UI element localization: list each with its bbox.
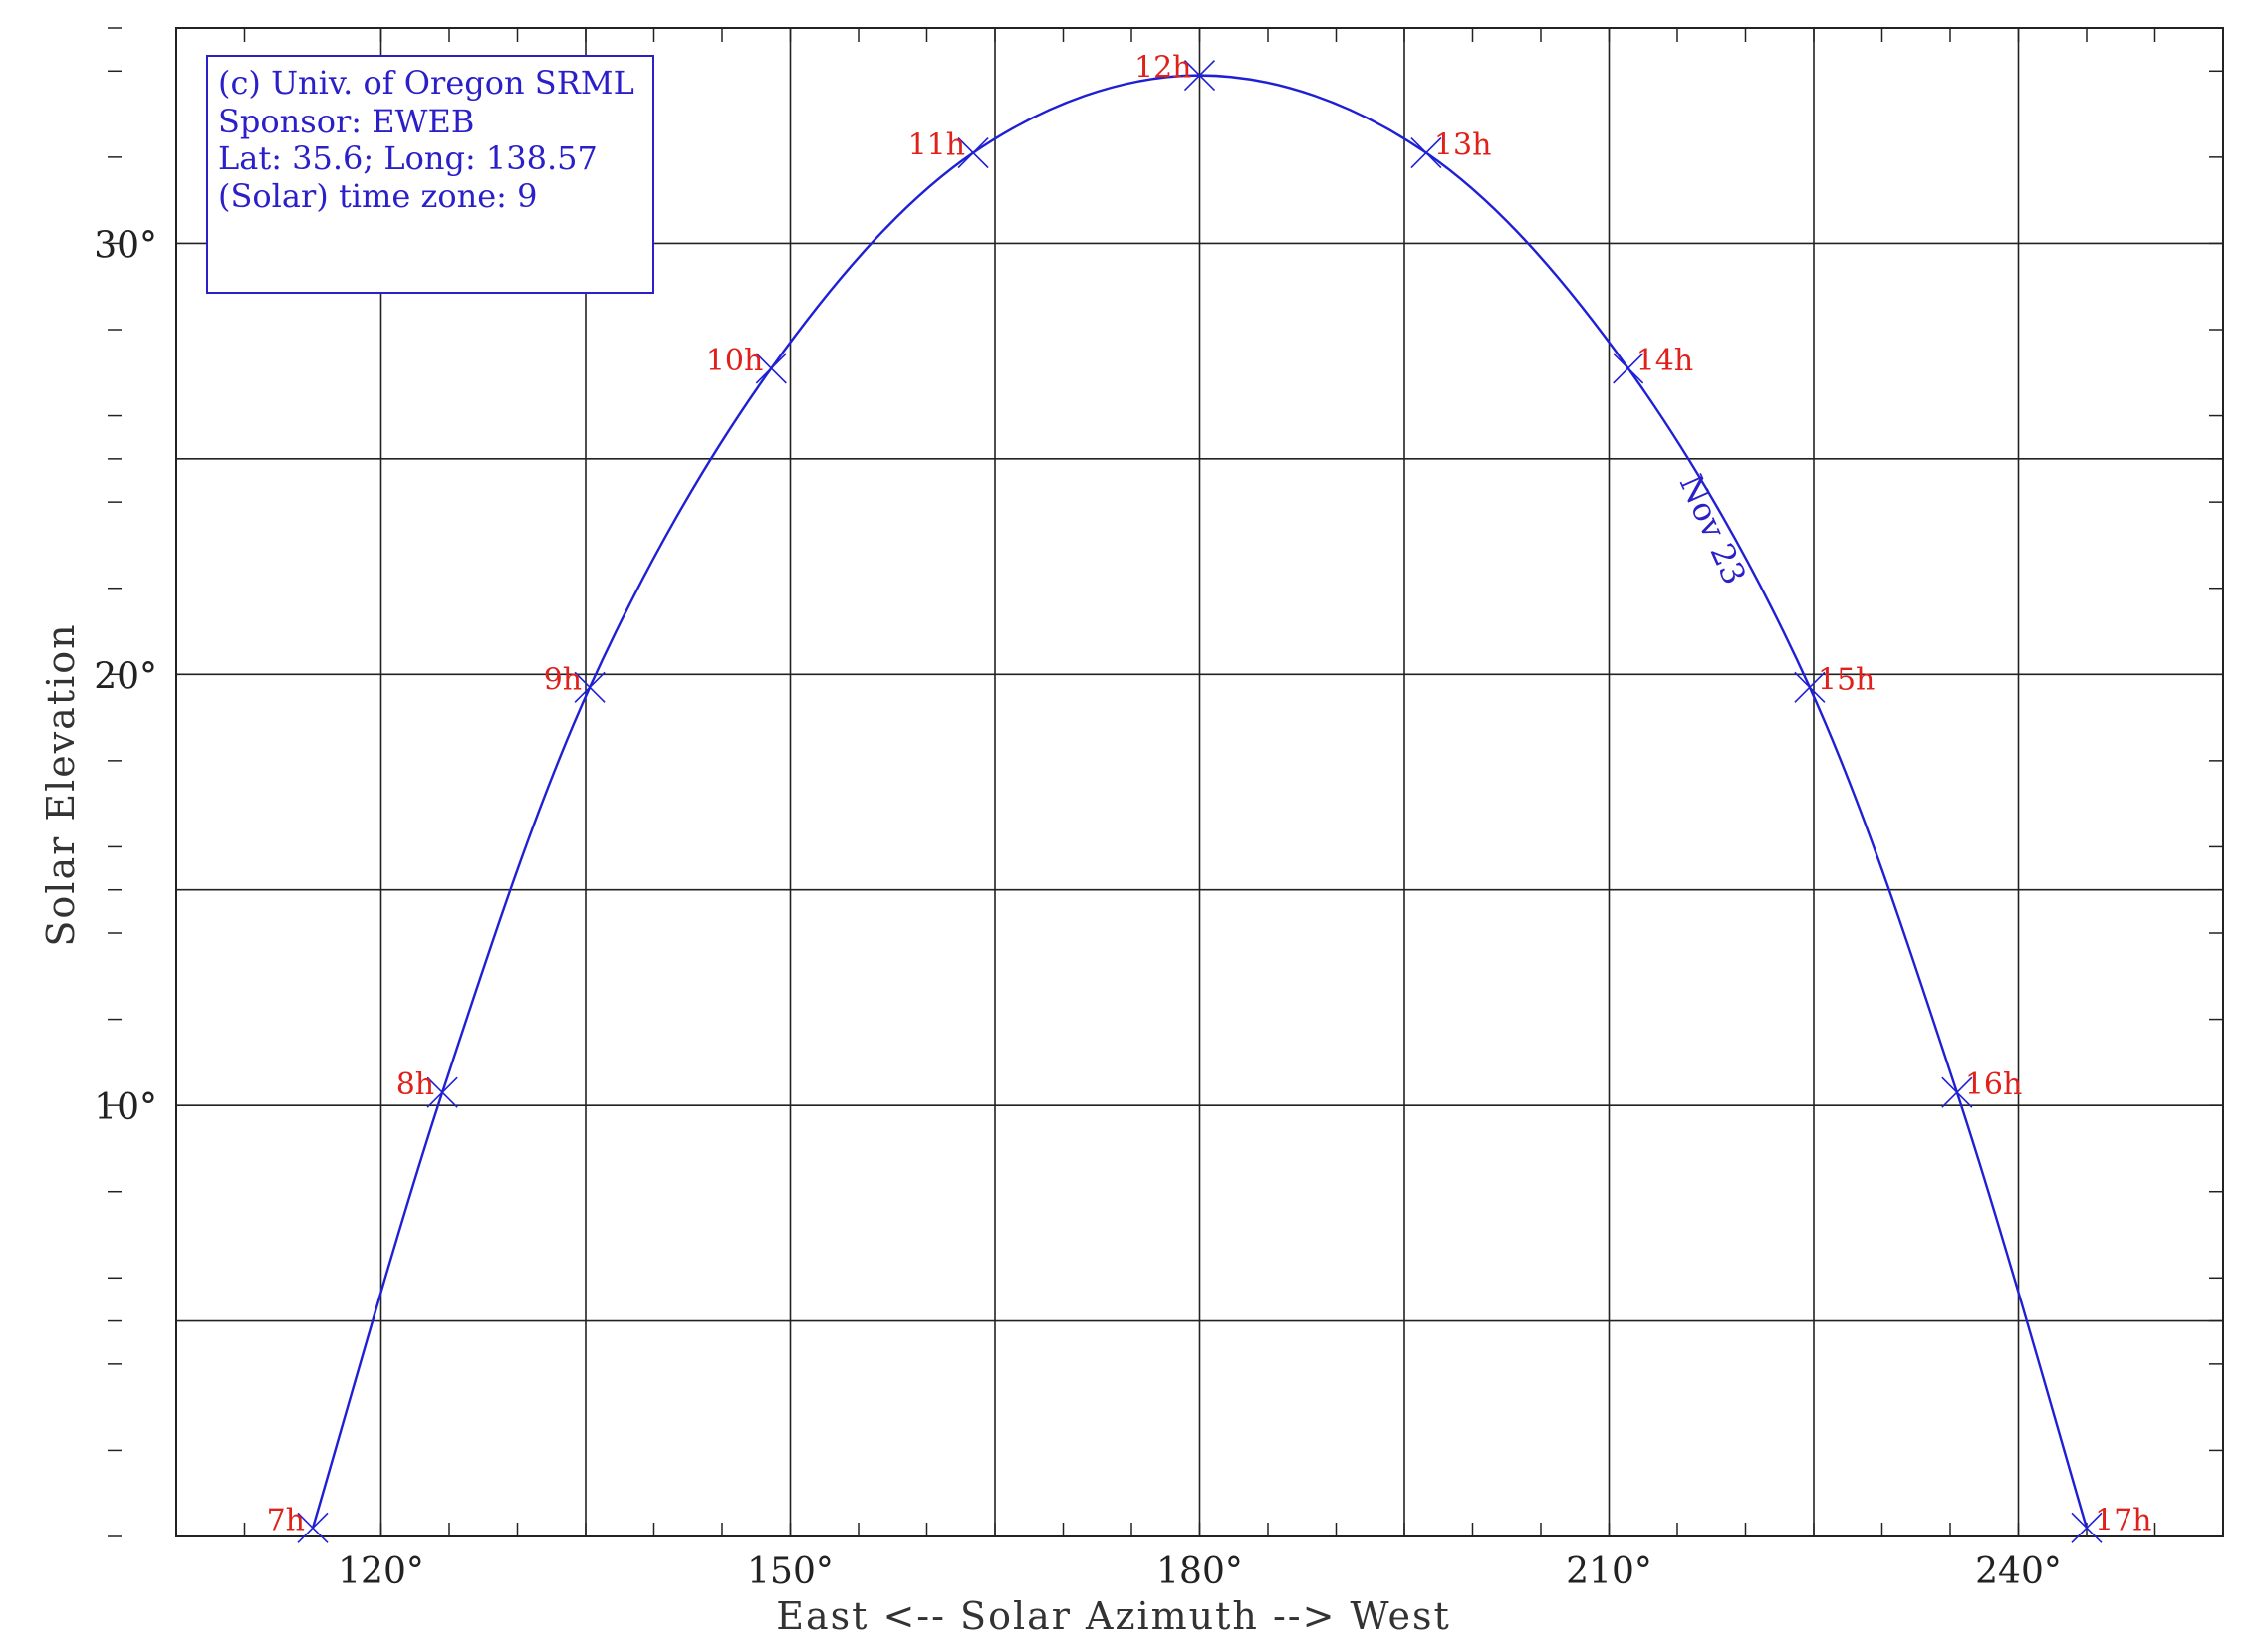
hour-marker-15h (1794, 671, 1826, 703)
hour-marker-9h (574, 671, 606, 703)
y-tick-label: 10° (94, 1087, 157, 1128)
hour-label: 13h (1434, 128, 1492, 163)
y-axis-title: Solar Elevation (39, 622, 83, 946)
hour-marker-16h (1941, 1076, 1973, 1108)
hour-marker-12h (1183, 60, 1216, 92)
info-line-sponsor: Sponsor: EWEB (218, 103, 474, 140)
info-box-frame (206, 55, 654, 294)
info-box: (c) Univ. of Oregon SRML Sponsor: EWEB L… (206, 55, 654, 294)
hour-label: 15h (1818, 662, 1876, 697)
hour-label: 17h (2095, 1503, 2152, 1537)
y-tick-label: 30° (94, 225, 157, 266)
hour-marker-13h (1410, 136, 1442, 169)
hour-label: 12h (1134, 51, 1192, 86)
y-tick-label: 20° (94, 656, 157, 697)
hour-label: 16h (1965, 1067, 2023, 1102)
info-line-copyright: (c) Univ. of Oregon SRML (218, 64, 634, 102)
hour-label: 14h (1636, 344, 1694, 378)
plot-frame (175, 27, 2224, 1537)
x-tick-label: 180° (1156, 1551, 1243, 1592)
hour-marker-8h (426, 1076, 458, 1108)
hour-label: 10h (706, 344, 764, 378)
hour-marker-14h (1613, 353, 1644, 384)
hour-marker-11h (957, 136, 989, 169)
x-tick-label: 210° (1566, 1551, 1652, 1592)
x-tick-label: 150° (747, 1551, 834, 1592)
series-label-nov-23: Nov 23 (1672, 469, 1754, 590)
hour-marker-7h (297, 1512, 329, 1543)
hour-label: 9h (544, 662, 582, 697)
hour-marker-17h (2071, 1512, 2103, 1543)
hour-markers: 7h 8h 9h 10h 11h 12h 13h 14h 15h 16h 17h (267, 51, 2152, 1543)
tick-labels: 120° 150° 180° 210° 240° 10° 20° 30° (94, 225, 2062, 1592)
minor-ticks (108, 27, 2223, 1537)
info-line-timezone: (Solar) time zone: 9 (218, 177, 537, 215)
x-axis-title: East <-- Solar Azimuth --> West (776, 1594, 1451, 1638)
hour-label: 7h (267, 1503, 305, 1537)
grid (176, 28, 2223, 1536)
x-tick-label: 240° (1975, 1551, 2062, 1592)
hour-label: 8h (396, 1067, 434, 1102)
info-line-location: Lat: 35.6; Long: 138.57 (218, 139, 598, 177)
hour-marker-10h (755, 353, 787, 384)
x-tick-label: 120° (338, 1551, 424, 1592)
hour-label: 11h (908, 128, 966, 163)
